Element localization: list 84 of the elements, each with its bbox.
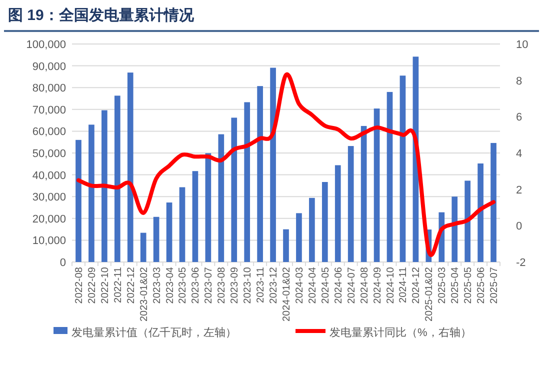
x-tick-label: 2023-10 — [242, 266, 254, 304]
bar — [88, 124, 94, 262]
x-tick-label: 2025-03 — [437, 266, 448, 304]
bar — [127, 72, 134, 262]
x-tick-label: 2023-12 — [268, 266, 280, 304]
x-tick-label: 2022-09 — [86, 266, 98, 304]
bar — [309, 198, 315, 262]
x-tick-label: 2024-12 — [411, 266, 422, 304]
bar — [490, 142, 496, 262]
y-tick-label: 100,000 — [26, 39, 66, 51]
y2-tick-label: -2 — [516, 257, 526, 269]
bar — [374, 108, 380, 262]
bar — [192, 171, 198, 262]
bar — [478, 163, 484, 262]
x-tick-label: 2023-06 — [190, 266, 202, 304]
bar — [334, 165, 341, 262]
y-tick-label: 20,000 — [32, 213, 66, 226]
bar — [464, 180, 470, 262]
bar — [452, 196, 458, 262]
x-tick-label: 2025-06 — [476, 266, 488, 304]
y-tick-label: 60,000 — [32, 126, 66, 138]
y2-tick-label: 10 — [516, 39, 528, 51]
x-tick-label: 2023-07 — [204, 266, 215, 304]
bar — [231, 118, 238, 262]
x-tick-label: 2025-04 — [450, 266, 462, 304]
x-tick-label: 2024-10 — [385, 266, 396, 304]
bar — [270, 68, 276, 262]
bar — [386, 92, 393, 262]
bar — [179, 187, 186, 262]
bar — [257, 86, 263, 262]
y-tick-label: 0 — [60, 257, 66, 269]
x-tick-label: 2024-11 — [398, 266, 410, 303]
y2-tick-label: 0 — [516, 220, 522, 233]
x-tick-label: 2022-10 — [100, 266, 111, 304]
bar — [400, 76, 406, 262]
y2-tick-label: 6 — [516, 112, 522, 124]
y2-tick-label: 8 — [516, 75, 522, 88]
x-tick-label: 2023-09 — [230, 266, 241, 304]
x-tick-label: 2024-04 — [307, 266, 318, 304]
x-tick-label: 2022-12 — [126, 266, 137, 304]
bar — [114, 96, 120, 262]
y2-tick-label: 4 — [516, 148, 522, 160]
bar — [166, 202, 172, 262]
bar — [296, 213, 302, 262]
x-tick-label: 2025-07 — [489, 266, 500, 304]
x-tick-label: 2024-05 — [320, 266, 332, 304]
x-tick-label: 2024-09 — [372, 266, 384, 304]
chart-title: 图 19：全国发电量累计情况 — [8, 7, 195, 24]
bar — [102, 110, 108, 262]
bar — [244, 102, 250, 262]
y-tick-label: 50,000 — [32, 148, 66, 160]
legend-label: 发电量累计同比（%，右轴） — [330, 326, 472, 339]
x-tick-label: 2024-01&02 — [282, 266, 292, 322]
y-tick-label: 80,000 — [32, 82, 66, 95]
y-tick-label: 90,000 — [32, 60, 66, 73]
bar — [322, 182, 328, 262]
x-tick-label: 2022-08 — [74, 266, 85, 304]
x-tick-label: 2024-06 — [333, 266, 344, 304]
x-tick-label: 2023-03 — [152, 266, 163, 304]
legend-label: 发电量累计值（亿千瓦时，左轴） — [72, 326, 236, 339]
x-tick-label: 2023-01&02 — [138, 266, 150, 322]
bar — [218, 134, 224, 262]
x-tick-label: 2023-05 — [178, 266, 189, 304]
y-tick-label: 30,000 — [32, 192, 66, 204]
x-tick-label: 2024-03 — [294, 266, 306, 304]
x-tick-label: 2024-07 — [346, 266, 358, 304]
y2-tick-label: 2 — [516, 184, 522, 196]
bar — [360, 126, 367, 262]
bar — [348, 146, 354, 262]
x-tick-label: 2023-04 — [164, 266, 176, 304]
x-tick-label: 2022-11 — [112, 266, 124, 303]
bar — [140, 232, 146, 262]
y-tick-label: 40,000 — [32, 170, 66, 182]
x-tick-label: 2025-01&02 — [424, 266, 436, 322]
x-tick-label: 2023-08 — [216, 266, 228, 304]
bar — [153, 216, 160, 262]
x-tick-label: 2025-05 — [463, 266, 474, 304]
y-tick-label: 10,000 — [32, 235, 66, 248]
bar — [205, 153, 212, 262]
bar — [76, 140, 82, 262]
x-tick-label: 2024-08 — [359, 266, 370, 304]
bar — [283, 229, 289, 262]
y-tick-label: 70,000 — [32, 104, 66, 116]
x-tick-label: 2023-11 — [256, 266, 267, 303]
